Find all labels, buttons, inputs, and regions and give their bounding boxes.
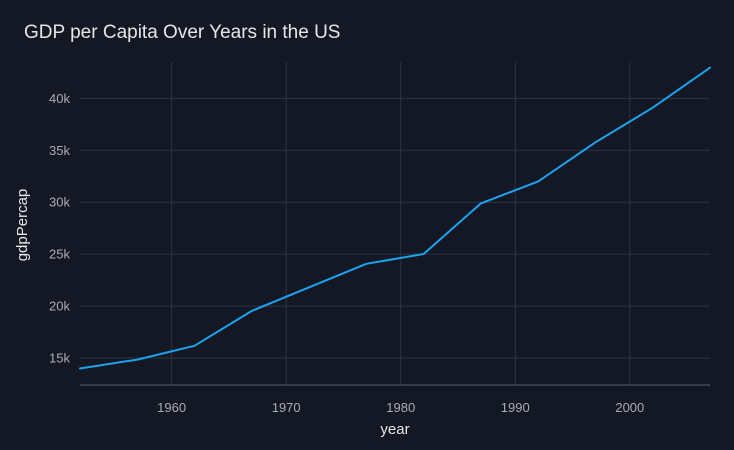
x-tick-label: 1980 <box>386 400 415 415</box>
data-point[interactable] <box>532 175 544 187</box>
x-tick-label: 1960 <box>157 400 186 415</box>
x-axis-title: year <box>380 421 409 438</box>
data-point[interactable] <box>189 340 201 352</box>
data-point[interactable] <box>303 281 315 293</box>
data-point[interactable] <box>131 354 143 366</box>
series-layer <box>74 62 716 374</box>
data-point[interactable] <box>246 305 258 317</box>
x-tick-label: 1990 <box>501 400 530 415</box>
y-tick-label: 40k <box>49 91 70 106</box>
x-tick-label: 2000 <box>615 400 644 415</box>
y-axis-title: gdpPercap <box>14 189 31 262</box>
data-point[interactable] <box>418 248 430 260</box>
chart-title: GDP per Capita Over Years in the US <box>24 22 340 43</box>
y-tick-label: 25k <box>49 247 70 262</box>
y-tick-label: 20k <box>49 299 70 314</box>
series-line <box>79 66 711 370</box>
x-tick-label: 1970 <box>272 400 301 415</box>
data-point[interactable] <box>360 258 372 270</box>
data-point[interactable] <box>589 136 601 148</box>
data-point[interactable] <box>475 197 487 209</box>
tick-labels: 1960 1970 1980 1990 2000 15k 20k 25k 30k 35k 40k <box>49 91 644 415</box>
data-point[interactable] <box>647 102 659 114</box>
y-tick-label: 35k <box>49 143 70 158</box>
y-tick-label: 15k <box>49 350 70 365</box>
data-point[interactable] <box>74 362 86 374</box>
y-tick-label: 30k <box>49 195 70 210</box>
data-point[interactable] <box>704 62 716 74</box>
gridlines <box>80 62 710 385</box>
